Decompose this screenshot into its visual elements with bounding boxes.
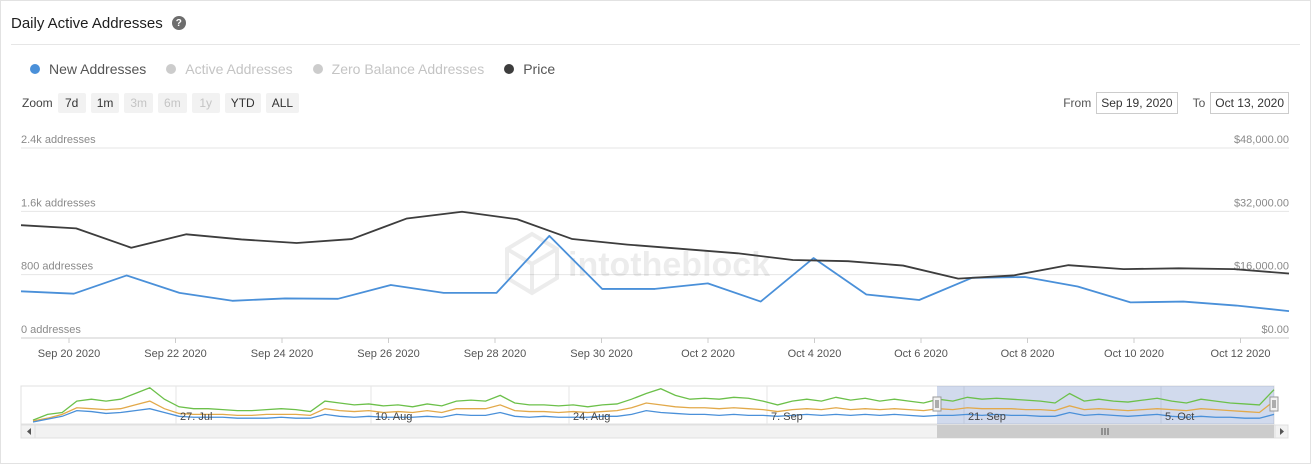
x-tick-label: Sep 20 2020 bbox=[38, 348, 100, 360]
y-left-tick-label: 2.4k addresses bbox=[21, 134, 96, 146]
y-left-tick-label: 0 addresses bbox=[21, 324, 81, 336]
navigator-tick-label: 10. Aug bbox=[375, 411, 412, 423]
x-tick-label: Sep 22 2020 bbox=[144, 348, 206, 360]
navigator-line bbox=[32, 387, 1275, 421]
legend-label: Zero Balance Addresses bbox=[331, 61, 485, 77]
series-line bbox=[20, 210, 1290, 280]
navigator-tick-label: 5. Oct bbox=[1165, 411, 1194, 423]
zoom-all-button[interactable]: ALL bbox=[265, 93, 300, 113]
x-tick-label: Sep 26 2020 bbox=[357, 348, 419, 360]
navigator-series-active-addresses bbox=[32, 387, 1275, 421]
navigator-line bbox=[32, 408, 1275, 423]
handle-box bbox=[1269, 396, 1279, 412]
scroll-left-arrow-icon[interactable] bbox=[27, 428, 31, 435]
legend-item-zero-balance-addresses[interactable]: Zero Balance Addresses bbox=[312, 61, 485, 77]
y-right-tick-label: $32,000.00 bbox=[1234, 197, 1289, 209]
zoom-7d-button[interactable]: 7d bbox=[57, 93, 86, 113]
x-tick-label: Sep 28 2020 bbox=[464, 348, 526, 360]
watermark-text: intotheblock bbox=[568, 246, 770, 284]
chart-title: Daily Active Addresses bbox=[11, 14, 163, 32]
header: Daily Active Addresses ? bbox=[11, 13, 186, 33]
zoom-1y-button[interactable]: 1y bbox=[191, 93, 220, 113]
navigator-line bbox=[32, 400, 1275, 422]
range-to-label: To bbox=[1192, 96, 1206, 110]
x-tick-label: Oct 4 2020 bbox=[788, 348, 842, 360]
navigator-tick-label: 21. Sep bbox=[968, 411, 1006, 423]
x-tick-label: Oct 12 2020 bbox=[1211, 348, 1271, 360]
zoom-6m-button[interactable]: 6m bbox=[158, 93, 187, 113]
range-from-input[interactable]: Sep 19, 2020 bbox=[1096, 92, 1178, 114]
legend-item-price[interactable]: Price bbox=[504, 61, 555, 77]
y-right-tick-label: $48,000.00 bbox=[1234, 134, 1289, 146]
x-tick-label: Oct 10 2020 bbox=[1104, 348, 1164, 360]
zoom-label: Zoom bbox=[22, 96, 53, 110]
y-left-tick-label: 1.6k addresses bbox=[21, 197, 96, 209]
legend-label: New Addresses bbox=[49, 61, 147, 77]
zoom-ytd-button[interactable]: YTD bbox=[224, 93, 261, 113]
question-circle-icon[interactable]: ? bbox=[171, 16, 186, 30]
navigator-tick-label: 24. Aug bbox=[573, 411, 610, 423]
legend-item-active-addresses[interactable]: Active Addresses bbox=[166, 61, 293, 77]
navigator-scrollbar[interactable] bbox=[20, 424, 1289, 439]
legend-item-new-addresses[interactable]: New Addresses bbox=[30, 61, 146, 77]
legend-dot bbox=[312, 64, 323, 74]
range-to-input[interactable]: Oct 13, 2020 bbox=[1210, 92, 1289, 114]
zoom-controls: Zoom 7d 1m 3m 6m 1y YTD ALL bbox=[22, 93, 304, 113]
x-tick-label: Oct 8 2020 bbox=[1001, 348, 1055, 360]
navigator-tick-label: 7. Sep bbox=[771, 411, 803, 423]
watermark: intotheblock bbox=[505, 231, 770, 296]
navigator-left-handle[interactable] bbox=[932, 396, 942, 412]
y-right-tick-label: $0.00 bbox=[1261, 324, 1289, 336]
scroll-right-arrow-icon[interactable] bbox=[1280, 428, 1284, 435]
x-tick-label: Oct 6 2020 bbox=[894, 348, 948, 360]
handle-box bbox=[932, 396, 942, 412]
x-tick-label: Oct 2 2020 bbox=[681, 348, 735, 360]
navigator-right-handle[interactable] bbox=[1269, 396, 1279, 412]
x-tick-label: Sep 24 2020 bbox=[251, 348, 313, 360]
navigator-series-new-addresses bbox=[32, 408, 1275, 423]
watermark-logo-icon bbox=[505, 231, 559, 296]
x-tick-label: Sep 30 2020 bbox=[570, 348, 632, 360]
navigator-series-zero-balance-addresses bbox=[32, 400, 1275, 422]
legend-dot bbox=[166, 64, 177, 74]
legend-label: Price bbox=[523, 61, 556, 77]
zoom-1m-button[interactable]: 1m bbox=[90, 93, 120, 113]
y-left-tick-label: 800 addresses bbox=[21, 261, 94, 273]
legend-dot bbox=[504, 64, 515, 74]
series-price bbox=[20, 210, 1290, 280]
legend: New Addresses Active Addresses Zero Bala… bbox=[30, 61, 575, 77]
header-divider bbox=[11, 44, 1300, 45]
date-range: From Sep 19, 2020 To Oct 13, 2020 bbox=[1063, 92, 1289, 114]
zoom-3m-button[interactable]: 3m bbox=[124, 93, 154, 113]
range-from-label: From bbox=[1063, 96, 1092, 110]
legend-label: Active Addresses bbox=[185, 61, 293, 77]
legend-dot bbox=[30, 64, 40, 74]
navigator-tick-label: 27. Jul bbox=[180, 411, 212, 423]
